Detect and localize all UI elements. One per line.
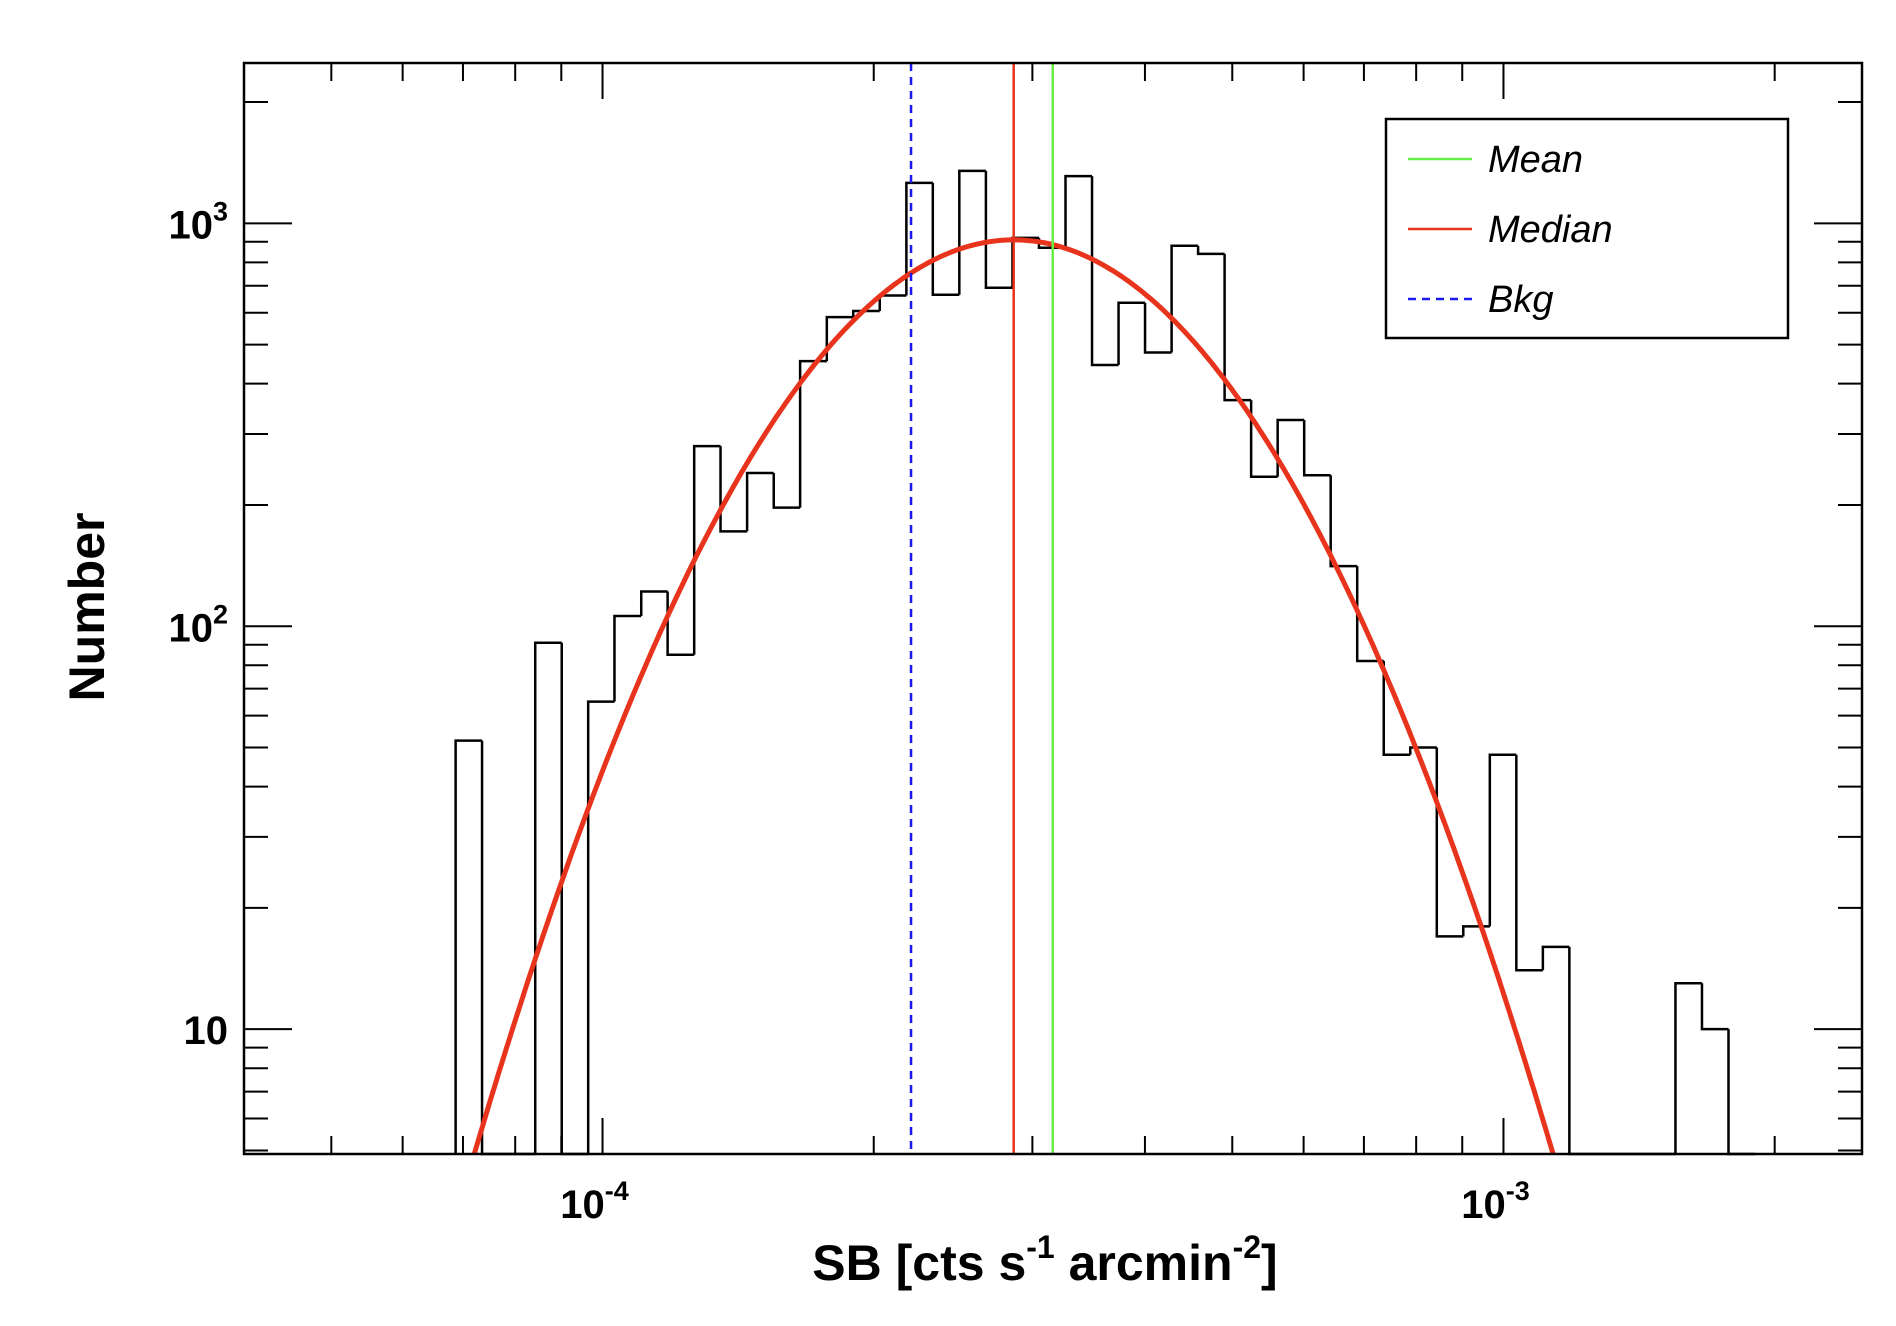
histogram-bin bbox=[1674, 982, 1702, 1154]
histogram-bin bbox=[745, 471, 774, 532]
histogram-bin bbox=[958, 169, 986, 295]
histogram-bin bbox=[878, 294, 907, 311]
histogram-bin bbox=[719, 446, 748, 533]
histogram-bin bbox=[666, 591, 695, 656]
y-tick-label: 103 bbox=[168, 196, 228, 247]
histogram-bin bbox=[798, 359, 827, 508]
histogram-bin bbox=[1329, 475, 1358, 568]
x-axis-title: SB [cts s-1 arcmin-2] bbox=[812, 1229, 1277, 1291]
histogram-bin bbox=[1090, 176, 1119, 367]
histogram-bin bbox=[1170, 244, 1199, 353]
legend-label-bkg: Bkg bbox=[1488, 279, 1553, 321]
histogram-bin bbox=[1064, 174, 1093, 248]
x-tick-label: 10-4 bbox=[560, 1176, 629, 1227]
histogram-bin bbox=[454, 739, 483, 1154]
legend-label-mean: Mean bbox=[1488, 139, 1583, 181]
axis-ticks bbox=[243, 63, 1862, 1154]
histogram-bin bbox=[1302, 420, 1331, 477]
histogram-bin bbox=[1117, 301, 1146, 366]
histogram-bin bbox=[560, 642, 589, 1156]
histogram-bin bbox=[772, 473, 801, 509]
histogram-bin bbox=[692, 444, 721, 655]
histogram-bin bbox=[1143, 302, 1172, 354]
legend-label-median: Median bbox=[1488, 209, 1613, 251]
tick-labels: 10-4 10-3 10 102 103 bbox=[168, 196, 1529, 1227]
histogram-bin bbox=[905, 181, 933, 296]
histogram-bin bbox=[1568, 946, 1596, 1156]
y-tick-label: 10 bbox=[184, 1009, 229, 1053]
legend: Mean Median Bkg bbox=[1384, 117, 1790, 340]
histogram-bin bbox=[852, 309, 880, 318]
histogram-bin bbox=[639, 590, 668, 617]
reference-lines bbox=[909, 63, 1054, 1154]
y-tick-label: 102 bbox=[168, 599, 228, 650]
histogram-bin bbox=[1196, 245, 1225, 256]
histogram-bin bbox=[931, 182, 960, 296]
histogram-bin bbox=[1515, 754, 1543, 972]
histogram-bin bbox=[1223, 253, 1252, 402]
histogram-bin bbox=[984, 170, 1013, 290]
histogram-bin bbox=[533, 641, 562, 1154]
histogram-bin bbox=[1727, 1029, 1756, 1156]
histogram-bin bbox=[1541, 945, 1570, 971]
histogram-bin bbox=[1249, 400, 1278, 478]
histogram-bin bbox=[1409, 746, 1437, 755]
histogram-bin bbox=[1382, 660, 1411, 756]
histogram-bin bbox=[1435, 747, 1464, 938]
histogram-bin bbox=[1355, 566, 1384, 663]
histogram-bin bbox=[1488, 753, 1517, 927]
histogram-bin bbox=[613, 614, 642, 702]
histogram-bin bbox=[1700, 983, 1729, 1031]
histogram-bin bbox=[1011, 236, 1039, 288]
plot-frame bbox=[242, 61, 1864, 1156]
x-tick-label: 10-3 bbox=[1461, 1176, 1530, 1227]
y-axis-title: Number bbox=[59, 513, 115, 702]
histogram-bin bbox=[586, 700, 615, 1154]
